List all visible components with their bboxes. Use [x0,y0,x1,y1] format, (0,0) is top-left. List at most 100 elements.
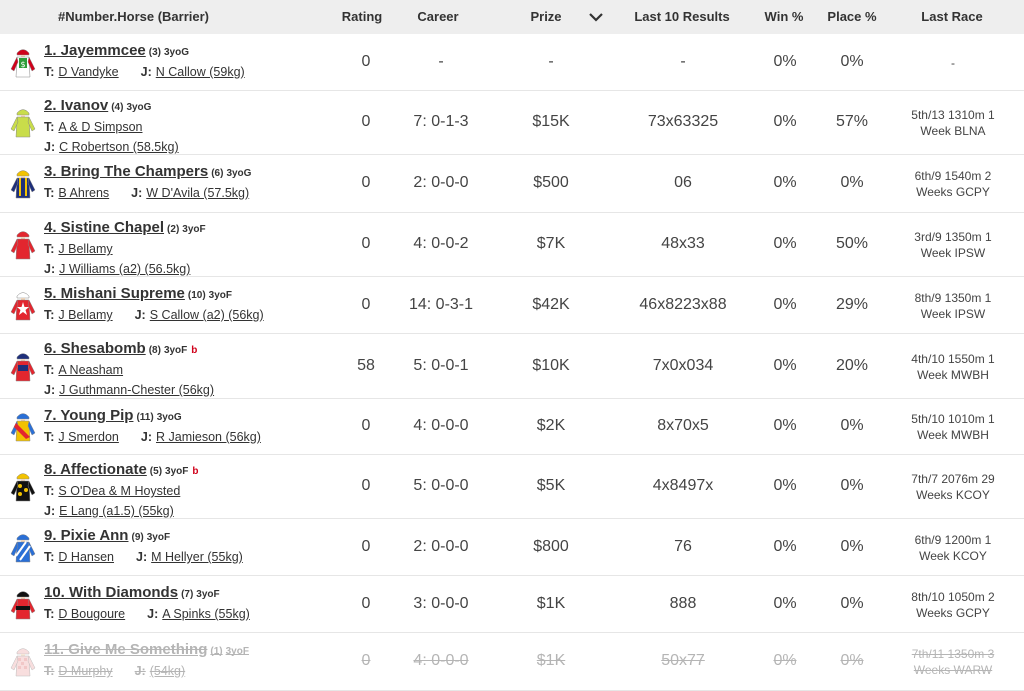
trainer-prefix: T: [44,242,55,256]
runner-row[interactable]: 10. With Diamonds (7) 3yoF T: D Bougoure J: A… [0,576,1024,633]
jockey-link[interactable]: E Lang (a1.5) (55kg) [59,504,174,518]
trainer-jockey-line: T: D Vandyke J: N Callow (59kg) [44,62,245,82]
sort-chevron-down-icon[interactable] [588,10,604,24]
prize-cell: $1K [536,652,566,669]
horse-name-link[interactable]: 9. Pixie Ann [44,527,129,544]
last-race-line-2: Week KCOY [919,548,987,563]
trainer-link[interactable]: J Smerdon [58,430,119,444]
prize-cell: $15K [532,113,570,130]
trainer-link[interactable]: S O'Dea & M Hoysted [58,484,181,498]
horse-name-link[interactable]: 1. Jayemmcee [44,42,146,59]
prize-cell: $1K [536,594,566,612]
jockey-link[interactable]: N Callow (59kg) [155,65,245,79]
runner-row[interactable]: 11. Give Me Something (1) 3yoF T: D Murphy J… [0,633,1024,691]
header-lastrace[interactable]: Last Race [921,9,983,24]
jockey-link[interactable]: M Hellyer (55kg) [151,550,243,564]
horse-name-line: 10. With Diamonds (7) 3yoF [44,583,250,604]
trainer-link[interactable]: J Bellamy [58,308,113,322]
trainer-line: T: S O'Dea & M Hoysted [44,481,198,501]
horse-name-link[interactable]: 11. Give Me Something [44,641,208,658]
rating-cell: 0 [361,477,371,494]
barrier: (6) [211,168,224,179]
horse-name-link[interactable]: 5. Mishani Supreme [44,285,185,302]
header-win[interactable]: Win % [764,9,804,24]
jockey-link[interactable]: W D'Avila (57.5kg) [146,186,250,200]
header-prize[interactable]: Prize [530,9,562,24]
runner-row[interactable]: 2. Ivanov (4) 3yoG T: A & D Simpson J: C Rob… [0,91,1024,155]
jockey-prefix: J: [140,430,152,444]
barrier: (5) [149,466,163,477]
jockey-link[interactable]: (54kg) [149,664,186,678]
win-pct-cell: 0% [773,52,797,70]
runner-row[interactable]: 4. Sistine Chapel (2) 3yoF T: J Bellamy J: J… [0,213,1024,277]
silk-red-icon [8,227,38,263]
horse-name-link[interactable]: 4. Sistine Chapel [44,219,165,236]
last10-cell: 4x8497x [652,477,714,494]
last-race-cell: 7th/11 1350m 3 Weeks WARW [894,646,1012,678]
jockey-prefix: J: [136,550,148,564]
place-pct-cell: 0% [840,477,864,494]
horse-name-link[interactable]: 8. Affectionate [44,461,147,478]
runner-row[interactable]: 7. Young Pip (11) 3yoG T: J Smerdon J: R Jami… [0,399,1024,455]
runner-row[interactable]: 3. Bring The Champers (6) 3yoG T: B Ahrens J… [0,155,1024,213]
last-race-line-1: 3rd/9 1350m 1 [914,230,992,244]
header-horse[interactable]: #Number.Horse (Barrier) [58,9,209,24]
jockey-link[interactable]: A Spinks (55kg) [162,607,250,621]
runner-row[interactable]: 5. Mishani Supreme (10) 3yoF T: J Bellamy J:… [0,277,1024,334]
header-place[interactable]: Place % [827,9,877,24]
horse-name-link[interactable]: 3. Bring The Champers [44,163,209,180]
silk-black-yellow-spots-icon [8,469,38,505]
trainer-link[interactable]: J Bellamy [58,242,113,256]
career-cell: 4: 0-0-0 [413,652,469,669]
jockey-link[interactable]: R Jamieson (56kg) [156,430,261,444]
trainer-prefix: T: [44,308,55,322]
trainer-link[interactable]: A & D Simpson [58,120,143,134]
prize-cell: $42K [532,295,570,313]
runner-row[interactable]: 9. Pixie Ann (9) 3yoF T: D Hansen J: M Hellye… [0,519,1024,576]
jockey-prefix: J: [44,383,56,397]
jockey-link[interactable]: J Guthmann-Chester (56kg) [59,383,215,397]
header-rating[interactable]: Rating [341,9,383,24]
barrier: (10) [187,290,206,301]
last-race-line-1: 4th/10 1550m 1 [911,351,995,366]
runner-row[interactable]: 8. Affectionate (5) 3yoF b T: S O'Dea & M Ho… [0,455,1024,519]
career-cell: 5: 0-0-1 [413,356,469,374]
trainer-link[interactable]: D Murphy [58,664,113,678]
trainer-link[interactable]: D Vandyke [58,65,119,79]
horse-name-link[interactable]: 10. With Diamonds [44,584,179,601]
header-last10[interactable]: Last 10 Results [634,9,730,24]
age-sex: 3yoF [225,646,249,657]
jockey-prefix: J: [44,140,56,154]
trainer-link[interactable]: D Bougoure [58,607,126,621]
place-pct-cell: 57% [835,113,869,130]
header-career[interactable]: Career [417,9,459,24]
trainer-prefix: T: [44,363,55,377]
rating-cell: 0 [361,52,371,70]
last10-cell: 73x63325 [647,113,719,130]
prize-cell: $7K [536,235,566,252]
horse-name-link[interactable]: 6. Shesabomb [44,340,146,357]
last-race-cell: 7th/7 2076m 29 Weeks KCOY [894,471,1012,503]
last10-cell: - [680,52,686,70]
jockey-link[interactable]: J Williams (a2) (56.5kg) [59,262,191,276]
runner-row[interactable]: 6. Shesabomb (8) 3yoF b T: A Neasham J: J Gut… [0,334,1024,399]
trainer-link[interactable]: B Ahrens [58,186,110,200]
jockey-prefix: J: [134,308,146,322]
horse-name-link[interactable]: 2. Ivanov [44,97,109,114]
last-race-line-2: Week MWBH [917,428,989,442]
runner-row[interactable]: $ 1. Jayemmcee (3) 3yoG T: D Vandyke J: N Cal… [0,34,1024,91]
gear-badge: b [191,345,198,356]
career-cell: 5: 0-0-0 [413,477,469,494]
rating-cell: 0 [361,113,371,130]
jockey-link[interactable]: C Robertson (58.5kg) [59,140,179,154]
last10-cell: 888 [669,594,697,612]
rating-cell: 0 [361,295,371,313]
jockey-link[interactable]: S Callow (a2) (56kg) [149,308,264,322]
silk-red-white-star-icon [8,288,38,324]
trainer-link[interactable]: A Neasham [58,363,124,377]
trainer-link[interactable]: D Hansen [58,550,115,564]
silk-yellow-red-blue-icon [8,409,38,445]
prize-cell: $500 [533,174,569,191]
runner-info: 7. Young Pip (11) 3yoG T: J Smerdon J: R Jami… [44,406,261,447]
horse-name-link[interactable]: 7. Young Pip [44,407,134,424]
